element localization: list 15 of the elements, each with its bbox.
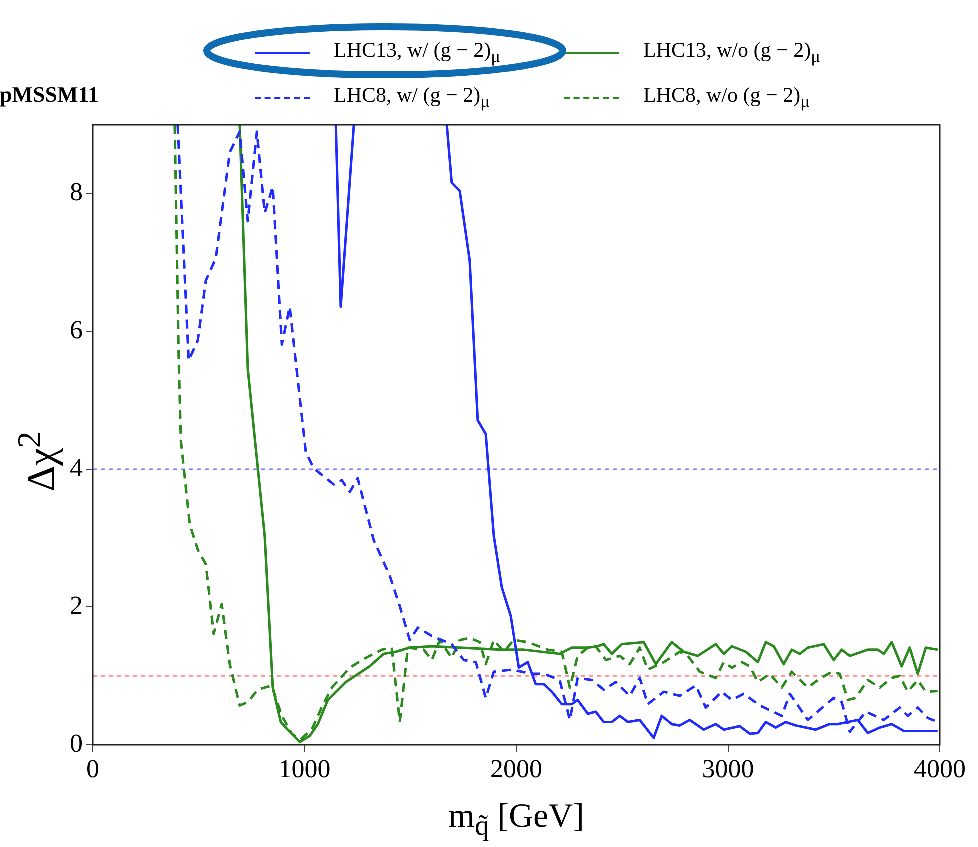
legend-label: LHC13, w/o (g − 2)$_{μ}$: [643, 38, 820, 68]
y-tick-label: 2: [70, 591, 83, 620]
chart-title: pMSSM11: [0, 82, 100, 108]
y-tick-label: 6: [70, 315, 83, 344]
y-tick-label: 8: [70, 178, 83, 207]
y-tick-label: 4: [70, 453, 83, 482]
x-tick-label: 3000: [702, 754, 754, 784]
legend-label: LHC8, w/ (g − 2)$_{μ}$: [334, 83, 490, 112]
legend-label: LHC13, w/ (g − 2)$_{μ}$: [334, 38, 500, 68]
legend-label: LHC8, w/o (g − 2)$_{μ}$: [643, 83, 810, 112]
x-tick-label: 1000: [278, 754, 331, 784]
x-tick-label: 4000: [914, 754, 966, 784]
y-tick-label: 0: [70, 728, 83, 758]
x-axis-title: m$_{q̃}$ [GeV]: [448, 798, 586, 843]
x-tick-label: 2000: [490, 754, 542, 784]
